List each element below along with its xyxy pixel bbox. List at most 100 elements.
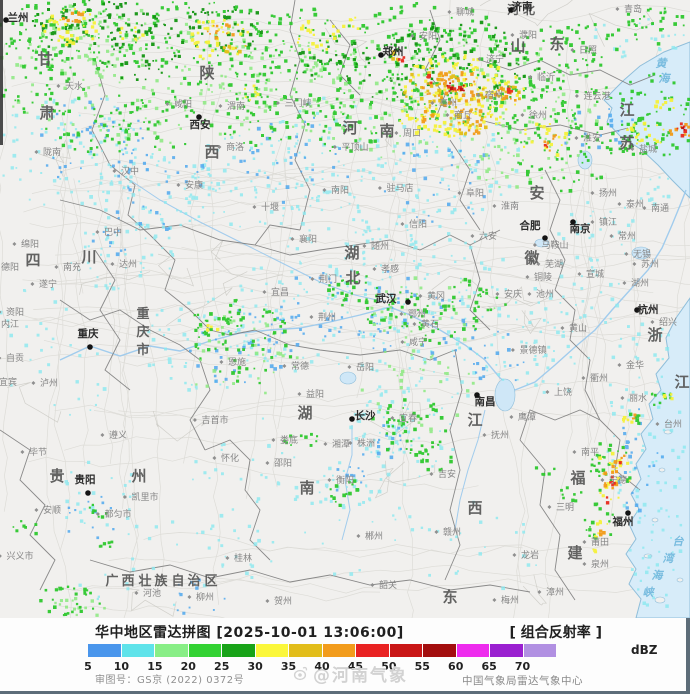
city-label: 益阳: [306, 388, 324, 400]
echo-layer-c1: [0, 18, 686, 608]
city-marker: [532, 243, 537, 247]
dbz-tick-15: 15: [147, 660, 163, 673]
city-label: 株洲: [357, 437, 375, 449]
city-marker: [642, 206, 647, 210]
radar-map-canvas: 甘肃陕西四川重庆市贵州湖南湖北河南山东安徽江苏江西福建浙江东河北广西壮族自治区黄…: [0, 0, 690, 618]
city-marker: [176, 183, 181, 187]
province-label: 江: [619, 101, 634, 119]
echo-layer-dr: [446, 82, 686, 131]
dbz-tick-55: 55: [414, 660, 430, 673]
province-label: 南: [379, 122, 394, 140]
city-label: 荆州: [318, 311, 336, 323]
city-label: 苏州: [641, 258, 659, 270]
echo-layer-c2: [40, 97, 664, 615]
city-label: 安康: [185, 179, 203, 191]
city-label: 吉首市: [201, 414, 228, 426]
province-label: 川: [80, 248, 96, 266]
city-label: 黄石: [421, 318, 439, 330]
province-label: 西: [467, 499, 482, 517]
sea-label: 黄: [656, 57, 669, 70]
city-label: 济宁: [486, 53, 504, 65]
city-label: 怀化: [221, 452, 239, 464]
city-label: 池州: [536, 288, 554, 300]
city-marker: [510, 33, 515, 37]
province-label: 壮: [138, 573, 151, 589]
city-label: 宜昌: [271, 286, 289, 298]
city-marker: [609, 234, 614, 238]
city-label: 湖州: [631, 278, 649, 289]
city-label: 阜阳: [466, 187, 484, 199]
city-label: 漳州: [546, 586, 564, 598]
sea-label: 海: [659, 72, 672, 85]
city-label: 徐州: [529, 109, 547, 121]
capital-city-label: 武汉: [376, 292, 397, 305]
city-label: 韶关: [379, 579, 397, 591]
city-label: 宁德: [609, 474, 627, 486]
window-bottom-edge: [0, 691, 690, 694]
city-label: 绍兴: [659, 316, 677, 328]
sea-label: 海: [652, 569, 665, 582]
city-label: 襄阳: [299, 233, 317, 245]
city-label: 丽水: [629, 392, 647, 404]
province-label: 苏: [619, 134, 634, 152]
city-marker: [252, 205, 257, 209]
city-marker: [476, 93, 481, 97]
province-label: 西: [121, 574, 134, 589]
province-label: 西: [204, 143, 219, 161]
city-marker: [630, 147, 635, 151]
dbz-colorbar: [88, 644, 556, 657]
city-label: 芜湖: [545, 258, 563, 270]
dbz-tick-10: 10: [113, 660, 130, 673]
city-label: 日照: [579, 45, 597, 56]
city-marker: [537, 590, 542, 594]
city-marker: [218, 104, 223, 108]
city-label: 濮阳: [519, 29, 537, 41]
dbz-tick-25: 25: [214, 660, 230, 673]
capital-city-dot: [542, 235, 548, 241]
city-label: 兴义市: [6, 550, 33, 562]
dbz-tick-20: 20: [180, 660, 196, 673]
city-label: 自贡: [6, 352, 24, 364]
city-label: 景德镇: [519, 344, 546, 356]
watermark-text: @河南气象: [313, 666, 408, 686]
product-label: [ 组合反射率 ]: [509, 625, 602, 641]
city-label: 盐城: [639, 143, 657, 155]
province-label: 福: [569, 469, 585, 487]
province-label: 治: [187, 573, 200, 589]
city-label: 台州: [664, 418, 682, 430]
dbz-cell-45: [356, 644, 389, 657]
province-label: 北: [345, 269, 360, 287]
capital-city-label: 重庆: [78, 327, 99, 340]
dbz-cell-70: [523, 644, 556, 657]
city-label: 常德: [291, 360, 309, 372]
window-right-edge: [686, 618, 690, 694]
dbz-tick-30: 30: [247, 660, 263, 673]
echo-layer-o: [62, 11, 690, 537]
city-label: 梅州: [501, 594, 519, 606]
province-label: 安: [529, 184, 544, 202]
city-marker: [512, 553, 517, 557]
dbz-tick-35: 35: [280, 660, 297, 673]
city-label: 龙岩: [521, 549, 539, 561]
legend-panel: 华中地区雷达拼图 [2025-10-01 13:06:00] [ 组合反射率 ]…: [0, 618, 690, 694]
city-marker: [0, 554, 2, 558]
capital-city-label: 济南: [512, 0, 533, 13]
city-label: 渭南: [227, 100, 245, 112]
capital-city-label: 合肥: [519, 219, 541, 232]
province-label: 建: [567, 544, 583, 562]
city-label: 信阳: [409, 218, 427, 230]
city-label: 鄂州: [408, 309, 426, 320]
dbz-tick-5: 5: [84, 660, 92, 673]
city-marker: [212, 456, 217, 460]
province-label: 南: [299, 479, 314, 497]
city-marker: [590, 220, 595, 224]
city-label: 聊城: [456, 6, 474, 18]
dbz-cell-20: [188, 644, 221, 657]
city-marker: [112, 169, 117, 173]
province-label: 广: [105, 573, 118, 589]
watermark: @河南气象: [292, 661, 408, 686]
city-label: 毕节: [29, 446, 47, 458]
province-label: 肃: [39, 104, 54, 122]
city-label: 泸州: [40, 378, 58, 389]
